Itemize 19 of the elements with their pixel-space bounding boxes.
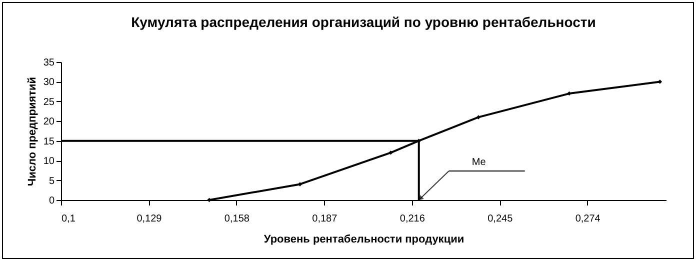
y-tick-label: 15: [43, 136, 55, 148]
x-tick-label: 0,274: [575, 214, 601, 224]
x-tick-label: 0,129: [136, 214, 162, 224]
y-tick-label: 25: [43, 96, 55, 108]
chart-title: Кумулята распределения организаций по уровню рентабельности: [131, 14, 596, 30]
y-axis-title: Число предприятий: [26, 76, 38, 186]
x-axis-title: Уровень рентабельности продукции: [264, 234, 464, 246]
y-tick-label: 5: [48, 176, 55, 187]
x-tick-label: 0,1: [62, 214, 76, 224]
x-tick-label: 0,187: [312, 214, 338, 224]
y-tick-label: 0: [48, 196, 55, 206]
y-tick-label: 10: [43, 156, 55, 168]
y-tick-label: 30: [43, 77, 55, 88]
x-tick-label: 0,158: [224, 214, 250, 224]
y-tick-label: 20: [43, 116, 55, 128]
x-tick-label: 0,216: [400, 214, 426, 224]
x-tick-label: 0,245: [488, 214, 514, 224]
ref-line-label: Me: [472, 157, 486, 168]
y-tick-label: 35: [43, 58, 55, 68]
